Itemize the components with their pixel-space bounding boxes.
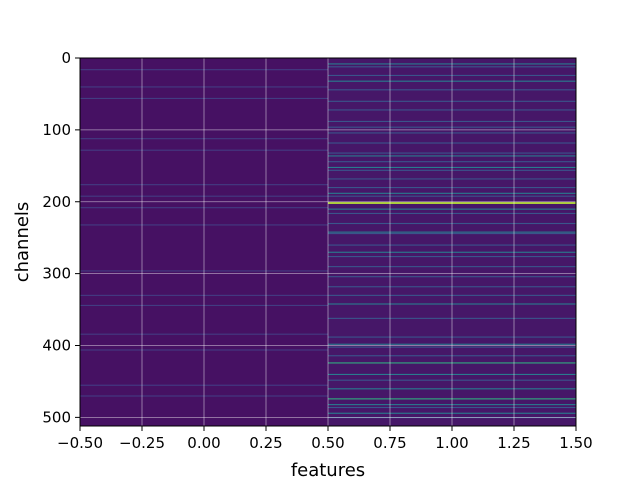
x-axis-ticks: −0.50 −0.25 0.00 0.25 0.50 0.75 1.00 1.25 1.50 [57, 426, 593, 452]
y-tick-label: 500 [42, 408, 71, 426]
y-tick-label: 0 [61, 49, 71, 67]
y-tick-label: 300 [42, 265, 71, 283]
y-tick-label: 100 [42, 121, 71, 139]
x-tick-label: 0.25 [249, 434, 282, 452]
x-tick-label: −0.25 [119, 434, 165, 452]
x-tick-label: 0.75 [373, 434, 406, 452]
x-axis-label: features [291, 460, 365, 480]
y-axis-ticks: 0 100 200 300 400 500 [42, 49, 80, 426]
x-tick-label: −0.50 [57, 434, 103, 452]
x-tick-label: 0.50 [311, 434, 344, 452]
y-tick-label: 400 [42, 337, 71, 355]
x-tick-label: 1.00 [435, 434, 468, 452]
y-tick-label: 200 [42, 193, 71, 211]
x-tick-label: 1.50 [559, 434, 592, 452]
x-tick-label: 0.00 [187, 434, 220, 452]
x-tick-label: 1.25 [497, 434, 530, 452]
y-axis-label: channels [12, 202, 33, 283]
